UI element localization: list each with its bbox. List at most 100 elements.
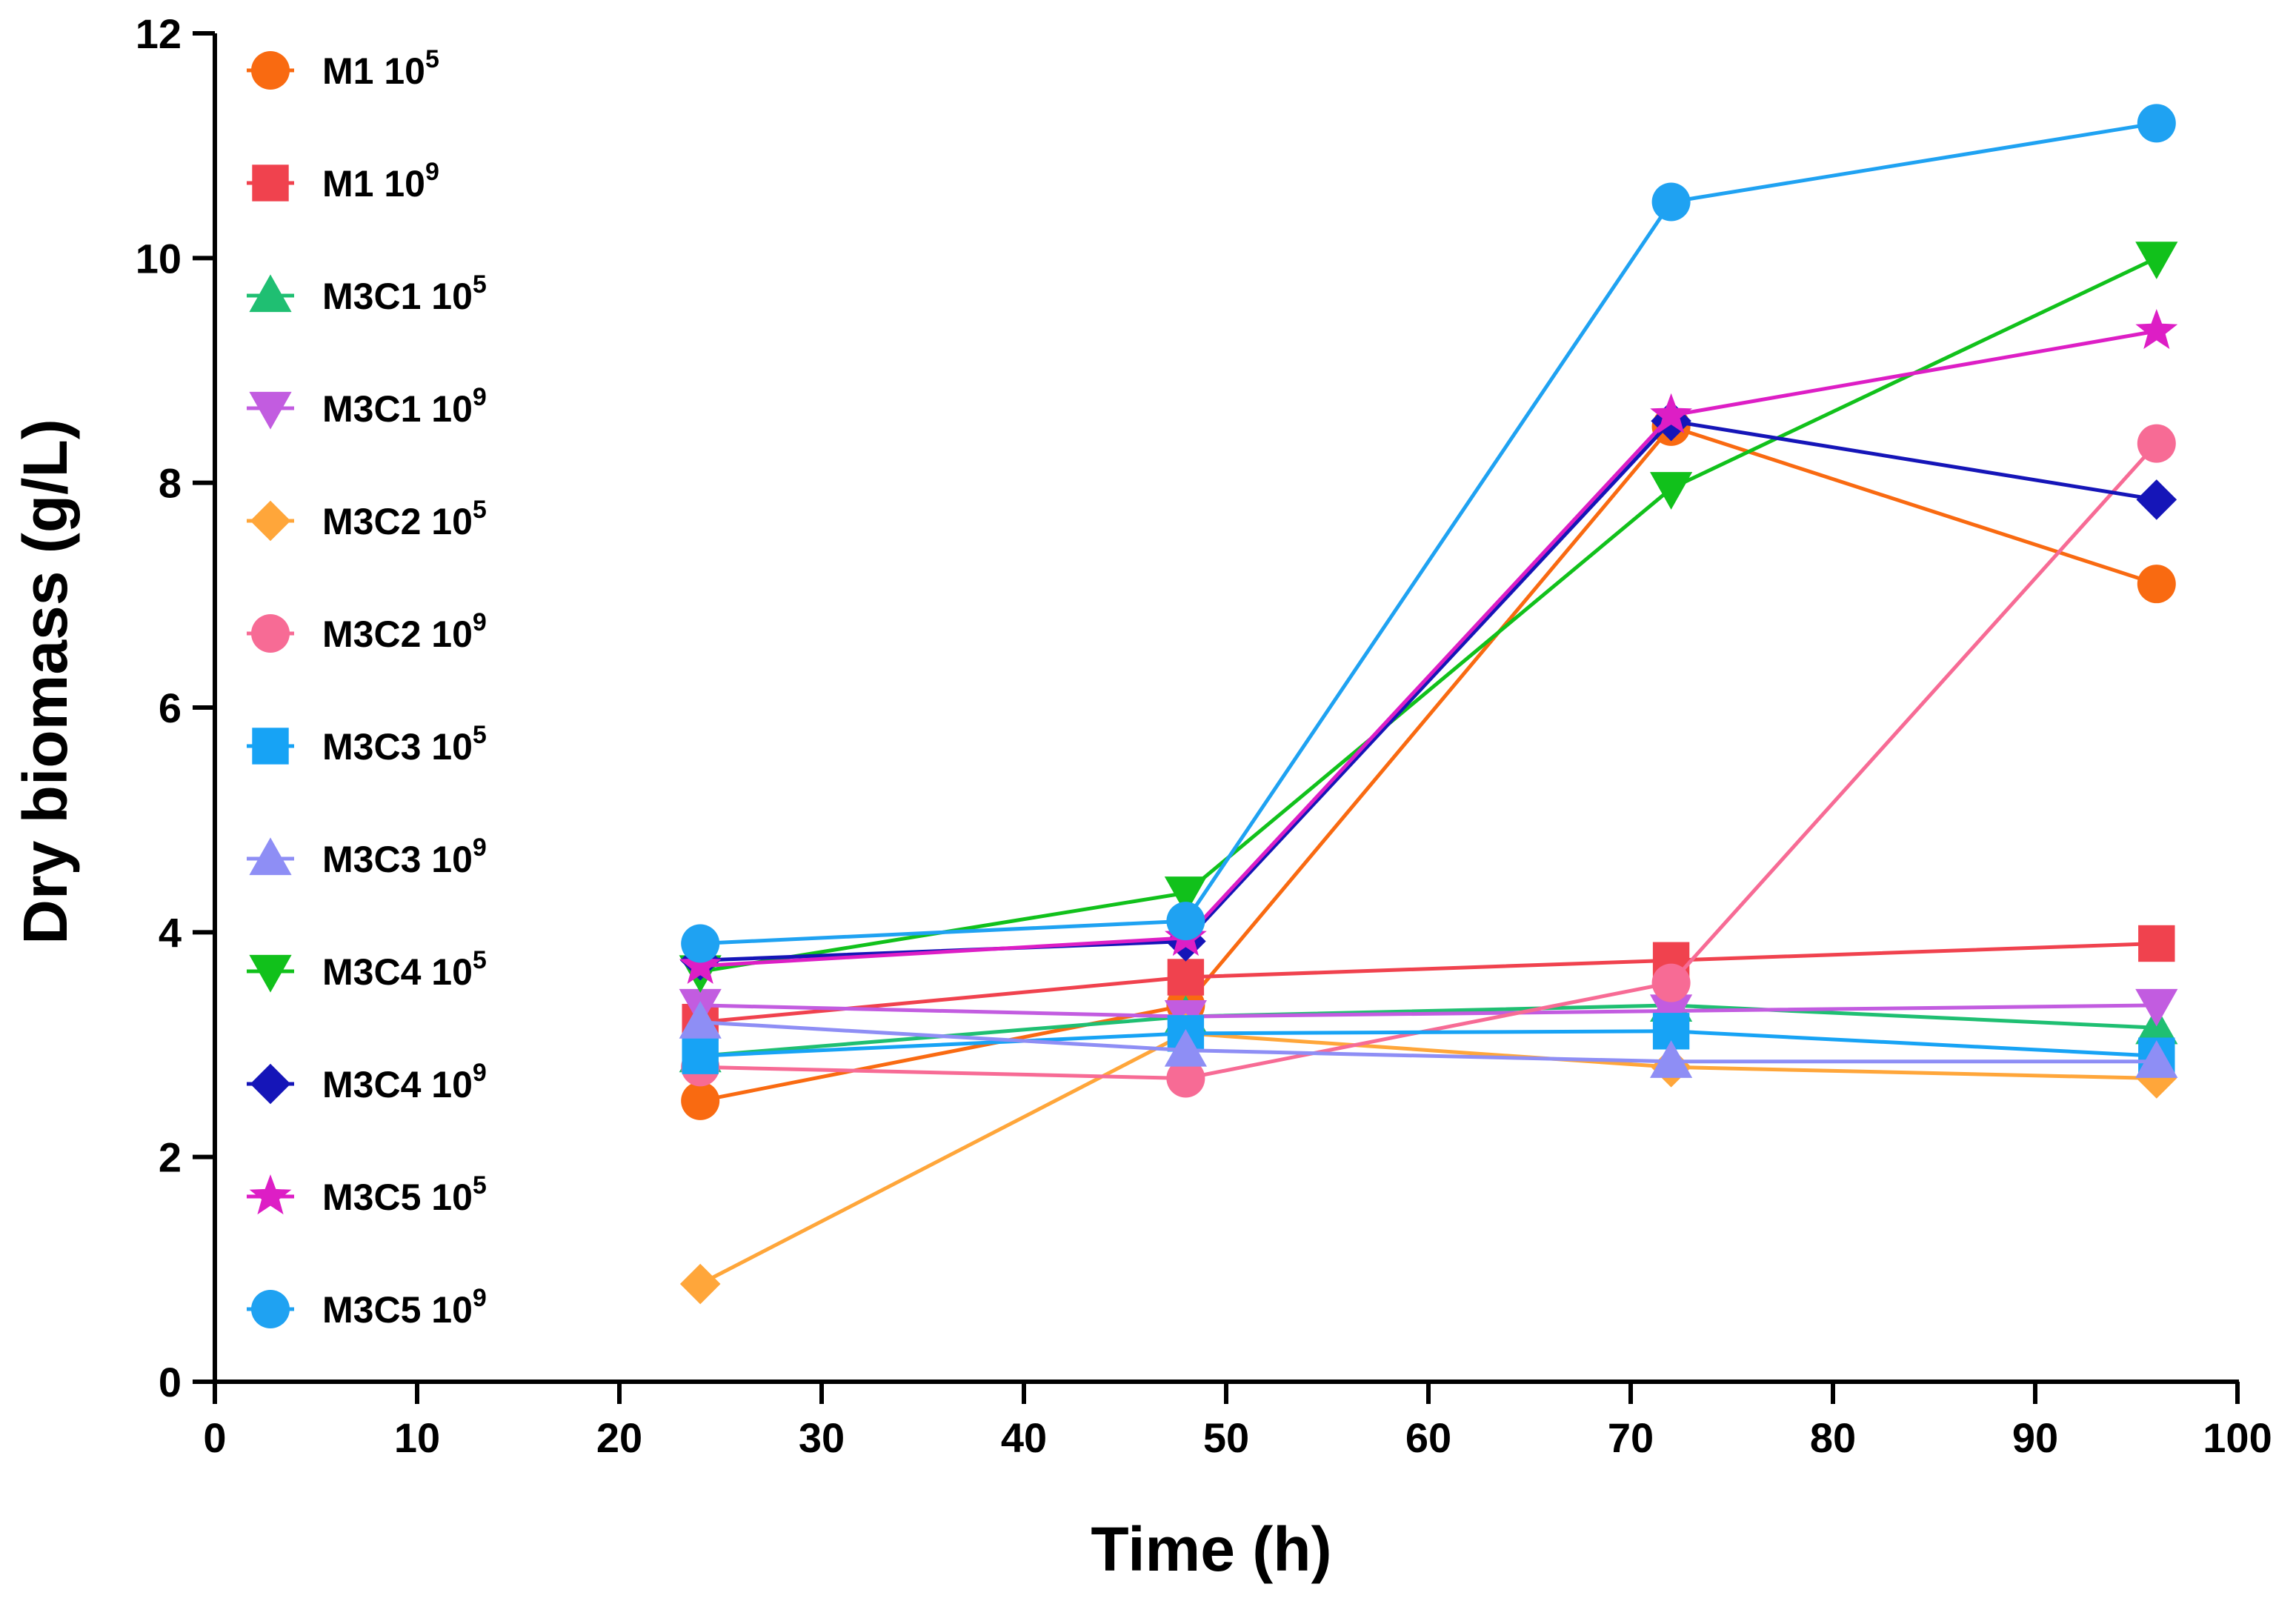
series-m1-10-9 <box>682 925 2175 1041</box>
series-m3c2-10-9 <box>681 424 2176 1098</box>
series-line <box>700 442 2158 1080</box>
legend-label: M3C1 105 <box>322 270 487 317</box>
data-point <box>2135 1040 2178 1078</box>
series-line <box>699 942 2157 1025</box>
data-point <box>2135 309 2178 350</box>
data-point <box>1166 1059 1205 1098</box>
legend-label: M3C4 109 <box>322 1059 487 1105</box>
data-point <box>1166 902 1205 941</box>
legend-item: M3C1 109 <box>247 383 487 430</box>
y-tick-label: 8 <box>159 460 182 507</box>
series-line <box>699 1031 2157 1286</box>
legend-marker <box>249 274 292 313</box>
data-point <box>2135 988 2178 1027</box>
y-tick-label: 12 <box>136 10 182 57</box>
legend-item: M3C2 105 <box>247 496 487 542</box>
data-point <box>2137 565 2176 604</box>
legend-label: M3C2 105 <box>322 496 487 542</box>
series-m3c5-10-9 <box>681 104 2176 963</box>
legend-item: M3C4 109 <box>247 1059 487 1105</box>
legend-label: M3C3 105 <box>322 721 487 768</box>
legend-item: M1 105 <box>247 45 439 92</box>
legend-item: M3C2 109 <box>247 608 487 655</box>
legend-label: M3C4 105 <box>322 946 487 993</box>
x-tick-label: 40 <box>1001 1414 1047 1461</box>
axes: 0 10 20 30 40 50 60 70 80 90 100 0 2 4 6 8 10 12 <box>136 10 2272 1461</box>
legend-item: M3C3 105 <box>247 721 487 768</box>
x-tick-label: 80 <box>1810 1414 1856 1461</box>
data-point <box>1650 393 1692 433</box>
legend-label: M1 109 <box>322 158 439 204</box>
series-m3c5-10-5 <box>679 309 2178 984</box>
data-point <box>682 1037 719 1074</box>
data-point <box>1651 963 1691 1002</box>
legend: M1 105 M1 109 M3C1 105 M3C1 109 M3C2 105 M3C2… <box>247 45 487 1331</box>
series-line <box>700 121 2157 945</box>
legend-marker <box>249 837 292 876</box>
legend-item: M1 109 <box>247 158 439 204</box>
legend-item: M3C3 109 <box>247 833 487 880</box>
series-line <box>699 425 2157 1103</box>
x-tick-label: 20 <box>596 1414 642 1461</box>
x-tick-label: 100 <box>2203 1414 2272 1461</box>
data-point <box>2137 424 2176 463</box>
data-point <box>679 943 722 984</box>
y-tick-label: 0 <box>159 1359 182 1405</box>
data-point <box>681 924 720 963</box>
data-point <box>2135 242 2178 279</box>
legend-marker <box>249 391 292 430</box>
series-line <box>699 256 2157 974</box>
data-point <box>1651 182 1691 222</box>
series-line <box>700 1003 2157 1019</box>
data-point <box>1650 472 1693 510</box>
x-tick-label: 30 <box>799 1414 845 1461</box>
legend-marker <box>252 728 289 765</box>
x-tick-label: 10 <box>394 1414 440 1461</box>
y-axis-title: Dry biomass (g/L) <box>10 419 80 944</box>
legend-label: M3C2 109 <box>322 608 487 655</box>
legend-marker <box>252 164 289 202</box>
data-point <box>1164 876 1207 914</box>
x-tick-label: 0 <box>203 1414 226 1461</box>
legend-label: M3C3 109 <box>322 833 487 880</box>
data-point <box>679 1001 722 1039</box>
legend-marker <box>251 51 290 90</box>
data-point <box>2138 925 2175 962</box>
data-point <box>679 1263 721 1305</box>
legend-marker <box>249 954 292 993</box>
data-point <box>2136 479 2177 520</box>
series-line <box>700 1029 2157 1058</box>
legend-item: M3C5 105 <box>247 1171 487 1218</box>
legend-marker <box>251 614 290 653</box>
data-point <box>2137 104 2176 143</box>
series-line <box>700 1020 2157 1064</box>
y-tick-label: 4 <box>159 909 182 956</box>
y-tick-label: 6 <box>159 685 182 731</box>
data-point <box>1650 1040 1693 1078</box>
data-point <box>681 1081 720 1120</box>
legend-marker <box>250 500 291 542</box>
legend-marker <box>250 1063 291 1105</box>
x-tick-label: 90 <box>2012 1414 2058 1461</box>
series-m3c4-10-5 <box>679 242 2178 994</box>
legend-marker <box>249 1174 292 1215</box>
x-tick-label: 60 <box>1405 1414 1451 1461</box>
x-tick-label: 50 <box>1203 1414 1249 1461</box>
legend-item: M3C1 105 <box>247 270 487 317</box>
data-point <box>1167 959 1205 996</box>
data-point <box>1164 1028 1207 1067</box>
x-tick-label: 70 <box>1608 1414 1654 1461</box>
y-tick-label: 2 <box>159 1134 182 1181</box>
legend-label: M3C5 105 <box>322 1171 487 1218</box>
data-point <box>2136 1058 2177 1099</box>
series-layer <box>679 104 2178 1305</box>
x-axis-title: Time (h) <box>1091 1514 1331 1584</box>
y-tick-label: 10 <box>136 235 182 282</box>
series-line <box>700 329 2157 968</box>
legend-item: M3C4 105 <box>247 946 487 993</box>
legend-label: M3C5 109 <box>322 1284 487 1331</box>
legend-marker <box>251 1290 290 1328</box>
legend-label: M3C1 109 <box>322 383 487 430</box>
legend-item: M3C5 109 <box>247 1284 487 1331</box>
